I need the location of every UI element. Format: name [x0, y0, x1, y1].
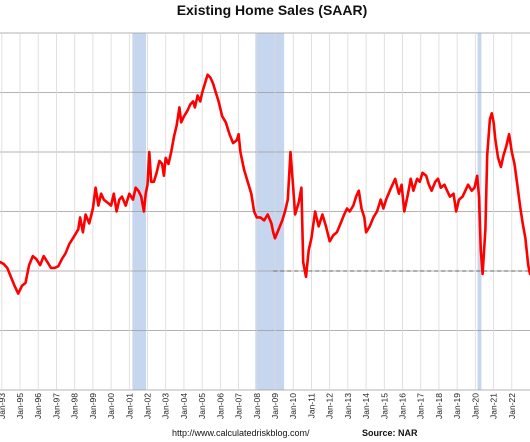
x-tick-label: Jan-95	[15, 393, 25, 419]
x-tick-label: Jan-00	[106, 393, 116, 419]
footer-url[interactable]: http://www.calculatedriskblog.com/	[172, 428, 310, 438]
x-tick-label: Jan-04	[179, 393, 189, 419]
x-tick-label: Jan-18	[434, 393, 444, 419]
x-tick-label: Jan-22	[507, 393, 517, 419]
x-tick-label: Jan-10	[288, 393, 298, 419]
x-tick-label: Jan-14	[361, 393, 371, 419]
x-tick-label: Jan-03	[161, 393, 171, 419]
x-tick-label: Jan-09	[270, 393, 280, 419]
x-tick-label: Jan-05	[197, 393, 207, 419]
series-line-0	[0, 73, 530, 295]
x-tick-label: Jan-01	[124, 393, 134, 419]
x-tick-label: Jan-08	[252, 393, 262, 419]
x-tick-label: Jan-13	[343, 393, 353, 419]
x-tick-label: Jan-97	[51, 393, 61, 419]
x-tick-label: Jan-99	[88, 393, 98, 419]
footer-source: Source: NAR	[362, 428, 418, 438]
x-tick-label: Jan-15	[379, 393, 389, 419]
x-tick-label: Jan-17	[416, 393, 426, 419]
x-tick-label: Jan-20	[470, 393, 480, 419]
grid	[0, 32, 530, 391]
x-tick-label: Jan-93	[0, 393, 7, 419]
x-tick-label: Jan-06	[215, 393, 225, 419]
x-tick-label: Jan-96	[33, 393, 43, 419]
x-tick-label: Jan-19	[452, 393, 462, 419]
series-layer	[0, 73, 530, 295]
x-tick-label: Jan-02	[143, 393, 153, 419]
chart-title: Existing Home Sales (SAAR)	[177, 2, 368, 18]
x-tick-label: Jan-16	[398, 393, 408, 419]
x-tick-label: Jan-98	[70, 393, 80, 419]
x-axis-ticks: Jan-93 Jan-95 Jan-96 Jan-97 Jan-98 Jan-99 Jan-…	[0, 393, 517, 419]
x-tick-label: Jan-11	[306, 393, 316, 419]
x-tick-label: Jan-21	[489, 393, 499, 419]
x-tick-label: Jan-12	[325, 393, 335, 419]
x-tick-label: Jan-07	[234, 393, 244, 419]
